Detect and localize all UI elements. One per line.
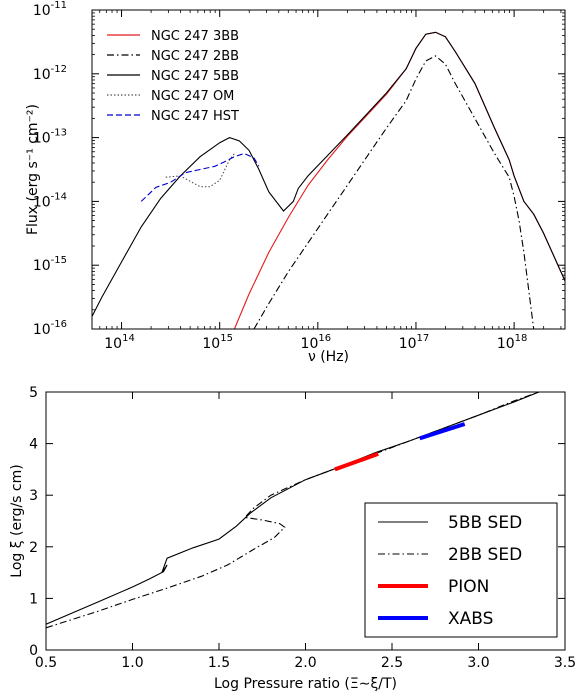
x-tick-label: 3.0 <box>467 655 489 671</box>
y-tick-label: 10-11 <box>33 0 67 19</box>
legend-box <box>364 502 558 638</box>
series-line <box>253 55 535 329</box>
y-tick-label: 10-12 <box>33 64 67 83</box>
series-line <box>419 422 466 441</box>
x-tick-label: 1.5 <box>208 655 230 671</box>
x-tick-label: 1018 <box>497 333 528 352</box>
legend-label: NGC 247 5BB <box>151 69 239 84</box>
series-line <box>92 31 565 317</box>
series-line <box>140 152 260 202</box>
plot-frame <box>91 9 566 330</box>
y-axis-label: Flux (erg s⁻¹ cm⁻²) <box>25 104 41 235</box>
x-tick-label: 2.5 <box>381 655 403 671</box>
y-tick-label: 10-16 <box>33 319 67 338</box>
x-axis-label: ν (Hz) <box>308 349 349 365</box>
legend-label: NGC 247 HST <box>151 109 239 124</box>
y-tick-label: 4 <box>29 437 38 453</box>
series-line <box>334 452 379 472</box>
y-axis-label: Log ξ (erg/s cm) <box>9 464 25 577</box>
y-tick-label: 5 <box>29 385 38 401</box>
sed-plot: 1014 1015 1016 1017 1018 10-11 10-12 10-13 10-14… <box>25 0 566 365</box>
x-tick-label: 1015 <box>202 333 233 352</box>
legend-label: 5BB SED <box>448 513 522 533</box>
x-tick-label: 0.5 <box>35 655 57 671</box>
legend-label: NGC 247 2BB <box>151 49 239 64</box>
y-tick-label: 2 <box>29 540 38 556</box>
y-tick-label: 10-14 <box>33 191 67 210</box>
x-axis-label: Log Pressure ratio (Ξ∼ξ/T) <box>214 676 397 692</box>
y-tick-label: 0 <box>29 643 38 659</box>
stability-curve-plot: 0.5 1.0 1.5 2.0 2.5 3.0 3.5 0 1 2 3 4 5 Log Pressure … <box>9 385 576 692</box>
y-tick-label: 3 <box>29 488 38 504</box>
x-tick-label: 1.0 <box>121 655 143 671</box>
y-tick-label: 1 <box>29 591 38 607</box>
x-tick-label: 1014 <box>104 333 135 352</box>
plot-frame <box>45 391 566 651</box>
legend-label: PION <box>448 577 489 597</box>
y-tick-label: 10-13 <box>33 128 67 147</box>
legend-label: 2BB SED <box>448 545 522 565</box>
x-tick-label: 2.0 <box>294 655 316 671</box>
x-tick-label: 1017 <box>399 333 430 352</box>
legend-label: XABS <box>448 609 493 629</box>
legend-label: NGC 247 OM <box>151 89 234 104</box>
legend-label: NGC 247 3BB <box>151 29 239 44</box>
x-tick-label: 1016 <box>301 333 332 352</box>
y-tick-label: 10-15 <box>33 255 67 274</box>
x-tick-label: 3.5 <box>554 655 576 671</box>
